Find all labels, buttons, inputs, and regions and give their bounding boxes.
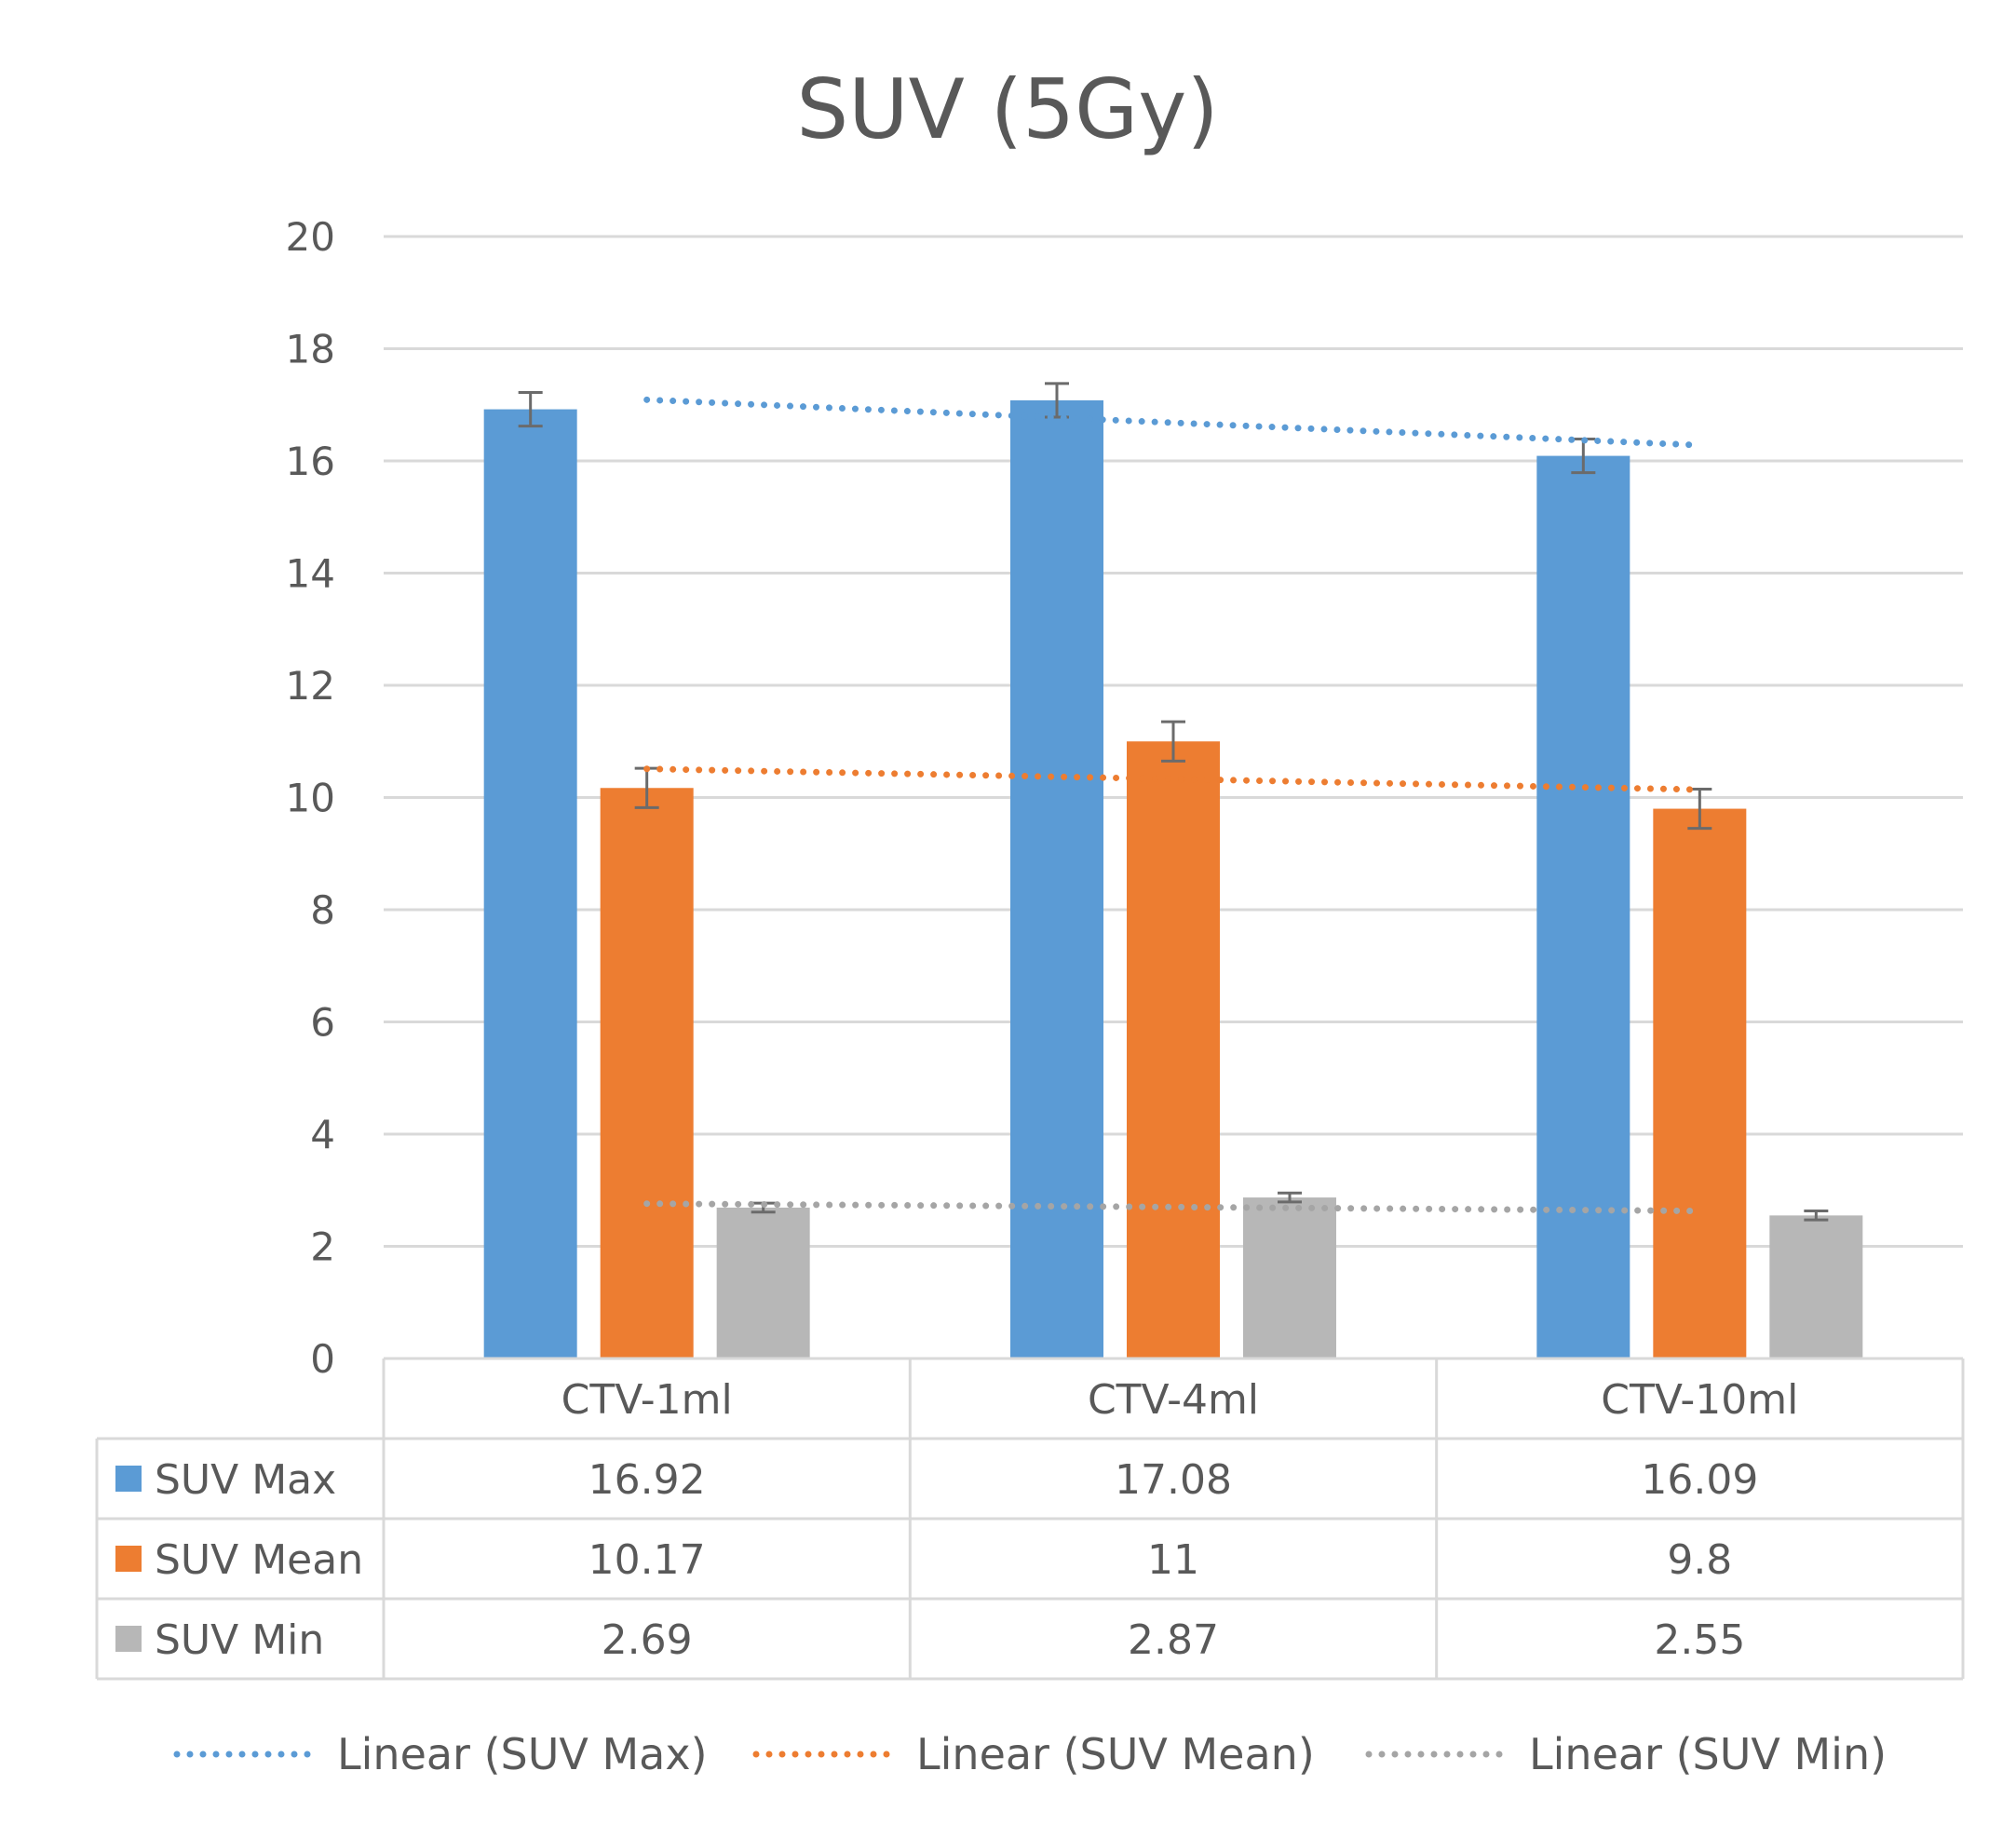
y-tick-label: 14 (286, 551, 335, 597)
legend: Linear (SUV Max) Linear (SUV Mean) Linear … (173, 1729, 1887, 1779)
legend-key (115, 1466, 142, 1492)
chart-title: SUV (5Gy) (796, 61, 1218, 157)
error-bar (1161, 720, 1185, 763)
series-label: SUV Max (155, 1456, 336, 1504)
series-label: SUV Min (155, 1616, 324, 1664)
data-cell: 2.87 (1128, 1616, 1219, 1664)
data-cell: 10.17 (589, 1536, 706, 1584)
y-tick-label: 10 (286, 776, 335, 821)
y-tick-label: 20 (286, 214, 335, 260)
data-cell: 9.8 (1667, 1536, 1732, 1584)
category-label: CTV-10ml (1601, 1376, 1798, 1424)
data-cell: 16.92 (589, 1456, 706, 1504)
legend-item: Linear (SUV Mean) (752, 1729, 1315, 1779)
y-tick-label: 4 (310, 1112, 335, 1157)
legend-item: Linear (SUV Min) (1365, 1729, 1887, 1779)
data-cell: 11 (1147, 1536, 1199, 1584)
y-tick-label: 12 (286, 663, 335, 709)
bar (1653, 808, 1747, 1359)
bar (1243, 1197, 1336, 1359)
trendline (643, 396, 1703, 449)
bars (483, 399, 1863, 1359)
bar (1536, 455, 1630, 1359)
data-cell: 2.55 (1654, 1616, 1745, 1664)
legend-item: Linear (SUV Max) (173, 1729, 708, 1779)
error-bar (1804, 1210, 1829, 1222)
legend-label: Linear (SUV Min) (1529, 1729, 1887, 1779)
y-tick-label: 0 (310, 1336, 335, 1382)
legend-key (115, 1546, 142, 1572)
bar (716, 1207, 810, 1359)
legend-key (115, 1626, 142, 1652)
series-label: SUV Mean (155, 1536, 363, 1584)
y-tick-label: 18 (286, 327, 335, 372)
data-cell: 16.09 (1641, 1456, 1758, 1504)
y-tick-label: 2 (310, 1224, 335, 1270)
bar (600, 788, 694, 1359)
y-tick-label: 8 (310, 887, 335, 933)
error-bar (1278, 1191, 1302, 1204)
y-axis-ticks: 0 2 4 6 8 10 12 14 16 18 20 (286, 214, 335, 1382)
bar (1010, 399, 1103, 1359)
bar (1127, 741, 1220, 1359)
data-cell: 2.69 (602, 1616, 693, 1664)
data-table: CTV-1ml CTV-4ml CTV-10ml SUV Max 16.92 17.08 1… (95, 1357, 1965, 1681)
legend-label: Linear (SUV Mean) (916, 1729, 1315, 1779)
y-tick-label: 6 (310, 1000, 335, 1046)
bar (483, 409, 577, 1359)
bar (1769, 1215, 1863, 1359)
category-label: CTV-4ml (1088, 1376, 1259, 1424)
data-cell: 17.08 (1115, 1456, 1232, 1504)
error-bar (518, 390, 543, 428)
legend-label: Linear (SUV Max) (337, 1729, 708, 1779)
category-label: CTV-1ml (562, 1376, 733, 1424)
y-tick-label: 16 (286, 439, 335, 484)
